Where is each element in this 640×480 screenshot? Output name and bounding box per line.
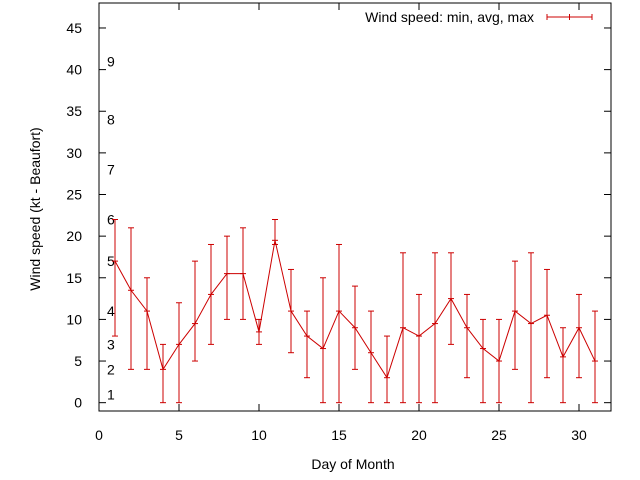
avg-point — [304, 333, 310, 340]
y-axis-title: Wind speed (kt - Beaufort) — [27, 127, 43, 290]
y-tick-label: 45 — [66, 20, 82, 36]
x-axis-title: Day of Month — [311, 456, 394, 472]
x-tick-label: 20 — [411, 427, 427, 443]
error-bar — [544, 268, 550, 379]
x-tick-label: 5 — [175, 427, 183, 443]
avg-point — [592, 358, 598, 365]
y-tick-label: 0 — [74, 395, 82, 411]
avg-point — [144, 308, 150, 315]
avg-point — [560, 353, 566, 360]
avg-point — [320, 345, 326, 352]
avg-point — [240, 270, 246, 277]
error-bar — [528, 252, 534, 404]
beaufort-scale: 1 2 3 4 5 6 7 8 9 — [107, 53, 115, 402]
y-tick-label: 30 — [66, 145, 82, 161]
avg-point — [336, 308, 342, 315]
x-tick-label: 15 — [331, 427, 347, 443]
series-layer — [112, 218, 598, 404]
error-bar — [160, 343, 166, 404]
error-bar — [336, 243, 342, 404]
x-tick-label: 25 — [491, 427, 507, 443]
error-bar — [576, 293, 582, 379]
y-tick-label: 10 — [66, 311, 82, 327]
avg-point — [352, 324, 358, 331]
avg-point — [576, 324, 582, 331]
avg-point — [480, 345, 486, 352]
avg-point — [368, 349, 374, 356]
avg-point — [176, 341, 182, 348]
beaufort-label: 3 — [107, 336, 115, 352]
avg-point — [528, 320, 534, 327]
error-bar — [464, 293, 470, 379]
y-tick-label: 5 — [74, 353, 82, 369]
avg-point — [208, 291, 214, 298]
x-tick-label: 0 — [95, 427, 103, 443]
x-tick-label: 10 — [251, 427, 267, 443]
y-tick-label: 20 — [66, 228, 82, 244]
error-bar — [432, 252, 438, 404]
avg-point — [464, 324, 470, 331]
avg-point — [512, 308, 518, 315]
beaufort-label: 5 — [107, 253, 115, 269]
error-bar — [512, 260, 518, 370]
avg-point — [496, 358, 502, 365]
legend-label: Wind speed: min, avg, max — [365, 9, 534, 25]
error-bar — [384, 335, 390, 404]
error-bar — [304, 310, 310, 379]
avg-point — [128, 287, 134, 294]
avg-point — [544, 312, 550, 319]
y-tick-label: 15 — [66, 270, 82, 286]
error-bar — [560, 327, 566, 404]
beaufort-label: 2 — [107, 361, 115, 377]
avg-point — [400, 324, 406, 331]
avg-point — [288, 308, 294, 315]
error-bar — [144, 277, 150, 370]
beaufort-label: 7 — [107, 162, 115, 178]
avg-point — [384, 374, 390, 381]
avg-point — [224, 270, 230, 277]
beaufort-label: 1 — [107, 386, 115, 402]
error-bar — [224, 235, 230, 320]
plot-frame — [98, 2, 612, 412]
avg-point — [160, 366, 166, 373]
beaufort-label: 8 — [107, 112, 115, 128]
error-bar — [128, 227, 134, 370]
y-tick-label: 40 — [66, 62, 82, 78]
avg-point — [416, 333, 422, 340]
y-tick-label: 25 — [66, 187, 82, 203]
avg-point — [448, 295, 454, 302]
y-tick-label: 35 — [66, 103, 82, 119]
legend: Wind speed: min, avg, max — [365, 9, 593, 25]
beaufort-label: 6 — [107, 211, 115, 227]
legend-swatch — [546, 14, 593, 20]
error-bar — [368, 310, 374, 404]
plot-border — [98, 2, 612, 412]
error-bar — [176, 302, 182, 404]
avg-point — [192, 320, 198, 327]
beaufort-label: 9 — [107, 53, 115, 69]
error-bar — [592, 310, 598, 404]
error-bar — [192, 260, 198, 362]
avg-point — [256, 328, 262, 335]
error-bar — [416, 293, 422, 404]
error-bar — [112, 218, 118, 337]
avg-point — [112, 258, 118, 265]
x-tick-label: 30 — [571, 427, 587, 443]
avg-point — [432, 320, 438, 327]
beaufort-label: 4 — [107, 303, 115, 319]
avg-point — [272, 237, 278, 244]
error-bar — [480, 318, 486, 404]
error-bar — [320, 277, 326, 404]
